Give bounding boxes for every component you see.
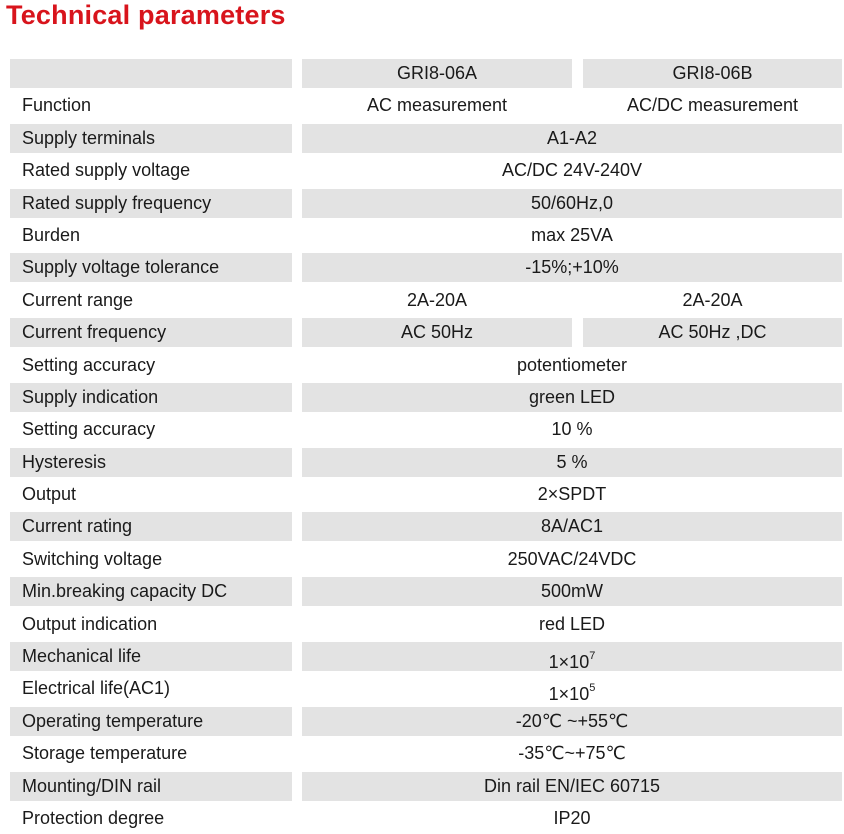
row-label: Rated supply frequency bbox=[10, 188, 292, 218]
row-label: Current rating bbox=[10, 512, 292, 542]
row-label: Electrical life(AC1) bbox=[22, 678, 171, 699]
table-row: Operating temperature -20℃ ~+55℃ bbox=[0, 705, 844, 737]
row-label: Mechanical life bbox=[10, 642, 292, 672]
table-row: Mechanical life 1×107 bbox=[0, 640, 844, 672]
row-label: Burden bbox=[22, 224, 81, 245]
row-label: Function bbox=[22, 95, 92, 116]
row-value: Din rail EN/IEC 60715 bbox=[302, 771, 842, 801]
row-value: 50/60Hz,0 bbox=[302, 188, 842, 218]
row-value: 1×105 bbox=[302, 674, 842, 705]
row-value: max 25VA bbox=[531, 224, 613, 245]
table-row: Rated supply voltage AC/DC 24V-240V bbox=[0, 154, 844, 186]
row-label: Mounting/DIN rail bbox=[10, 771, 292, 801]
row-value: 250VAC/24VDC bbox=[507, 548, 637, 569]
row-label: Output bbox=[22, 484, 77, 505]
parameters-table: GRI8-06A GRI8-06B Function AC measuremen… bbox=[0, 57, 844, 834]
header-model-b: GRI8-06B bbox=[583, 59, 842, 88]
value-model-b: AC 50Hz ,DC bbox=[583, 318, 842, 348]
row-value: A1-A2 bbox=[302, 123, 842, 153]
row-value: 500mW bbox=[302, 577, 842, 607]
table-row: Rated supply frequency 50/60Hz,0 bbox=[0, 187, 844, 219]
row-label: Storage temperature bbox=[22, 743, 188, 764]
value-model-b: 2A-20A bbox=[682, 289, 743, 310]
table-row: Setting accuracy 10 % bbox=[0, 413, 844, 445]
value-model-a: 2A-20A bbox=[406, 289, 468, 310]
table-row: Current rating 8A/AC1 bbox=[0, 510, 844, 542]
row-value: 10 % bbox=[551, 419, 593, 440]
table-row: Storage temperature -35℃~+75℃ bbox=[0, 737, 844, 769]
row-label: Hysteresis bbox=[10, 447, 292, 477]
table-row: Electrical life(AC1) 1×105 bbox=[0, 672, 844, 704]
value-model-b: AC/DC measurement bbox=[626, 95, 799, 116]
value-base: 1×10 bbox=[548, 652, 590, 673]
row-value: AC/DC 24V-240V bbox=[501, 160, 643, 181]
value-model-a: AC 50Hz bbox=[302, 318, 572, 348]
table-row: Burden max 25VA bbox=[0, 219, 844, 251]
value-exponent: 7 bbox=[589, 650, 596, 663]
row-label: Rated supply voltage bbox=[22, 160, 191, 181]
table-row: Output indication red LED bbox=[0, 608, 844, 640]
table-row: Switching voltage 250VAC/24VDC bbox=[0, 543, 844, 575]
row-label: Switching voltage bbox=[22, 548, 163, 569]
row-label: Supply voltage tolerance bbox=[10, 253, 292, 283]
row-value: 2×SPDT bbox=[537, 484, 607, 505]
value-base: 1×10 bbox=[548, 684, 590, 705]
row-label: Output indication bbox=[22, 613, 158, 634]
row-label: Min.breaking capacity DC bbox=[10, 577, 292, 607]
row-value: -35℃~+75℃ bbox=[518, 743, 626, 764]
row-value: 1×107 bbox=[302, 642, 842, 673]
row-value: 8A/AC1 bbox=[302, 512, 842, 542]
row-label: Current range bbox=[22, 289, 134, 310]
row-label: Supply indication bbox=[10, 382, 292, 412]
value-exponent: 5 bbox=[589, 682, 596, 695]
header-empty-cell bbox=[10, 59, 292, 88]
row-label: Operating temperature bbox=[10, 706, 292, 736]
row-value: red LED bbox=[538, 613, 606, 634]
table-row: Protection degree IP20 bbox=[0, 802, 844, 834]
row-label: Supply terminals bbox=[10, 123, 292, 153]
table-header-row: GRI8-06A GRI8-06B bbox=[0, 57, 844, 89]
row-label: Current frequency bbox=[10, 318, 292, 348]
table-row: Supply terminals A1-A2 bbox=[0, 122, 844, 154]
value-model-a: AC measurement bbox=[366, 95, 508, 116]
row-value: green LED bbox=[302, 382, 842, 412]
row-value: potentiometer bbox=[516, 354, 628, 375]
table-row: Current range 2A-20A 2A-20A bbox=[0, 284, 844, 316]
table-row: Output 2×SPDT bbox=[0, 478, 844, 510]
table-row: Current frequency AC 50Hz AC 50Hz ,DC bbox=[0, 316, 844, 348]
page-title: Technical parameters bbox=[6, 0, 286, 30]
row-label: Setting accuracy bbox=[22, 354, 156, 375]
row-label: Setting accuracy bbox=[22, 419, 156, 440]
table-row: Setting accuracy potentiometer bbox=[0, 349, 844, 381]
row-value: 5 % bbox=[302, 447, 842, 477]
row-label: Protection degree bbox=[22, 807, 165, 828]
row-value: -20℃ ~+55℃ bbox=[302, 706, 842, 736]
table-row: Min.breaking capacity DC 500mW bbox=[0, 575, 844, 607]
table-row: Hysteresis 5 % bbox=[0, 446, 844, 478]
row-value: -15%;+10% bbox=[302, 253, 842, 283]
table-row: Mounting/DIN rail Din rail EN/IEC 60715 bbox=[0, 770, 844, 802]
table-row: Supply voltage tolerance -15%;+10% bbox=[0, 251, 844, 283]
table-row: Function AC measurement AC/DC measuremen… bbox=[0, 89, 844, 121]
header-model-a: GRI8-06A bbox=[302, 59, 572, 88]
table-row: Supply indication green LED bbox=[0, 381, 844, 413]
row-value: IP20 bbox=[553, 807, 591, 828]
